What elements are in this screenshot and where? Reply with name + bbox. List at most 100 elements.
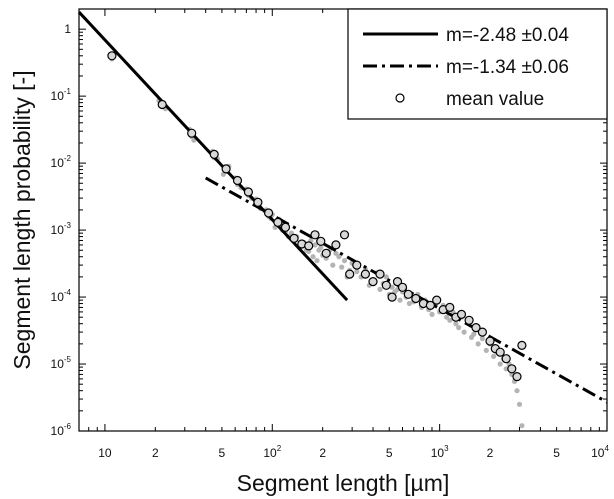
mean-value-marker [512,372,522,382]
legend-marker-sample [395,93,405,103]
mean-value-marker [403,289,413,299]
x-tick-label: 104 [591,444,609,460]
x-tick-label: 5 [219,446,226,460]
mean-value-marker [387,292,397,302]
mean-value-marker [209,149,219,159]
x-tick-label: 5 [386,446,393,460]
data-point [456,325,462,331]
legend-label: m=-1.34 ±0.06 [446,57,569,78]
mean-value-marker [289,233,299,243]
data-point [516,401,523,407]
mean-value-marker [321,248,331,258]
mean-value-marker [280,222,291,232]
mean-value-marker [331,240,341,250]
mean-value-marker [485,336,495,346]
mean-value-marker [304,241,314,251]
data-point [406,300,412,307]
data-point [479,336,485,342]
mean-value-marker [397,282,408,292]
x-tick-label: 10 [98,446,112,460]
data-point [377,286,383,292]
x-tick-label: 103 [431,444,449,460]
mean-value-marker [501,354,511,364]
x-tick-label: 2 [487,446,494,460]
mean-value-marker [517,340,527,350]
y-tick-label: 10-2 [51,154,72,170]
y-tick-label: 10-1 [51,87,72,103]
data-point [519,423,525,429]
data-point [475,341,481,347]
mean-value-marker [507,364,517,374]
data-point [341,258,348,264]
mean-markers-layer [107,51,527,382]
mean-value-marker [375,269,385,279]
mean-value-marker [471,323,481,333]
y-axis-title: Segment length probability [-] [9,70,35,369]
data-point [310,254,316,260]
mean-value-marker [368,277,378,287]
mean-value-marker [253,197,263,207]
mean-value-marker [339,230,350,240]
data-point [447,317,453,323]
mean-value-marker [221,164,231,174]
legend: m=-2.48 ±0.04 m=-1.34 ±0.06 mean value [347,8,608,120]
data-point [471,331,477,337]
mean-value-marker [392,277,403,287]
y-tick-label: 10-5 [51,355,72,371]
data-point [397,297,403,303]
mean-value-marker [352,260,362,270]
mean-value-marker [432,295,442,305]
mean-value-marker [477,327,487,337]
legend-box [347,8,608,120]
mean-value-marker [411,293,421,304]
mean-value-marker [360,269,370,279]
mean-value-marker [464,315,474,325]
mean-value-marker [107,51,117,61]
data-point [339,264,345,270]
x-tick-label: 2 [152,446,159,460]
data-point [497,361,503,367]
data-point [354,269,360,275]
mean-value-marker [310,230,320,240]
mean-value-marker [273,217,283,227]
mean-value-marker [187,128,197,138]
data-point [514,388,520,394]
data-point [383,274,389,280]
y-tick-label: 10-4 [51,288,72,304]
mean-value-marker [243,187,253,197]
mean-value-marker [345,269,355,279]
x-axis-title: Segment length [µm] [237,470,450,496]
mean-value-marker [316,236,326,246]
mean-value-marker [157,99,167,110]
fit-line-series-1 [204,176,608,404]
mean-value-marker [232,175,243,186]
x-tick-label: 5 [553,446,560,460]
plot-frame [78,8,608,432]
mean-value-marker [264,208,274,218]
data-point [314,258,320,264]
legend-label: mean value [446,89,544,110]
data-point [333,250,339,256]
y-tick-label: 10-3 [51,221,72,237]
data-point [461,329,467,335]
data-point [336,254,342,260]
data-point [330,262,336,268]
y-tick-label: 10-6 [51,422,72,438]
data-point [429,311,435,317]
mean-value-marker [495,347,505,357]
data-point [483,347,489,353]
mean-value-marker [445,302,455,312]
x-tick-label: 2 [319,446,326,460]
y-axis-ticks: 1 10-1 10-2 10-3 10-4 10-5 10-6 [51,8,607,438]
mean-value-marker [381,280,391,290]
legend-label: m=-2.48 ±0.04 [446,25,569,46]
data-point [312,242,318,248]
mean-value-marker [456,309,467,319]
data-point [444,314,450,320]
mean-value-marker [425,300,435,310]
y-tick-label: 1 [64,22,71,36]
data-point [453,321,459,327]
data-point [318,244,324,251]
x-axis-ticks: 10 2 5 102 2 5 103 2 5 104 [78,9,609,460]
